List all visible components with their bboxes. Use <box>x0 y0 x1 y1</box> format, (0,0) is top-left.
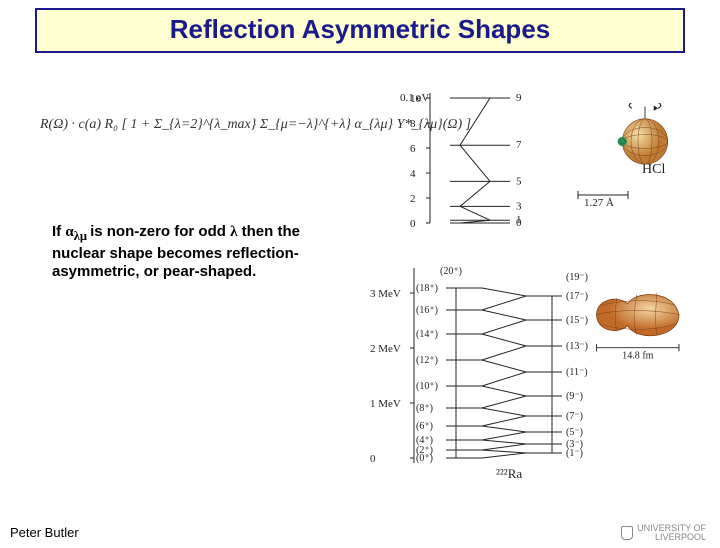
svg-text:7: 7 <box>516 139 522 151</box>
svg-text:(12⁺): (12⁺) <box>416 355 438 366</box>
svg-text:(14⁺): (14⁺) <box>416 329 438 340</box>
svg-text:(0⁺): (0⁺) <box>416 453 433 464</box>
svg-text:(7⁻): (7⁻) <box>566 411 583 422</box>
svg-text:0: 0 <box>410 218 416 230</box>
svg-text:(6⁺): (6⁺) <box>416 421 433 432</box>
svg-text:9: 9 <box>516 92 522 104</box>
svg-text:(11⁻): (11⁻) <box>566 367 588 378</box>
pear-shape: 14.8 fm <box>580 278 690 358</box>
svg-text:(20⁺): (20⁺) <box>440 266 462 277</box>
hcl-ev-label: 0.1 eV <box>400 92 429 104</box>
footer-affiliation: UNIVERSITY OF LIVERPOOL <box>621 524 706 542</box>
svg-text:(18⁺): (18⁺) <box>416 283 438 294</box>
footer-author: Peter Butler <box>10 525 79 540</box>
svg-text:8: 8 <box>410 118 416 130</box>
svg-text:1 MeV: 1 MeV <box>370 398 401 410</box>
crest-icon <box>621 526 633 540</box>
svg-text:(8⁺): (8⁺) <box>416 403 433 414</box>
svg-text:4: 4 <box>410 168 416 180</box>
caption-p2: is non-zero for odd <box>90 223 230 240</box>
alpha-symbol: α <box>65 224 73 240</box>
svg-text:(16⁺): (16⁺) <box>416 305 438 316</box>
svg-text:(10⁺): (10⁺) <box>416 381 438 392</box>
page-title: Reflection Asymmetric Shapes <box>37 14 683 45</box>
content-area: R(Ω) · c(a) R₀ [ 1 + Σ_{λ=2}^{λ_max} Σ_{… <box>0 53 720 493</box>
svg-text:6: 6 <box>410 143 416 155</box>
caption-text: If αλμ is non-zero for odd λ then the nu… <box>52 223 342 282</box>
svg-text:2: 2 <box>410 193 416 205</box>
svg-text:3: 3 <box>516 200 522 212</box>
svg-text:(5⁻): (5⁻) <box>566 427 583 438</box>
svg-text:(9⁻): (9⁻) <box>566 391 583 402</box>
hcl-sphere <box>610 103 680 173</box>
ra-isotope: ²²²Ra <box>496 466 522 481</box>
affiliation-text: UNIVERSITY OF LIVERPOOL <box>637 524 706 542</box>
title-bar: Reflection Asymmetric Shapes <box>35 8 685 53</box>
pear-dimension: 14.8 fm <box>622 351 654 361</box>
svg-text:(1⁻): (1⁻) <box>566 448 583 459</box>
svg-text:2 MeV: 2 MeV <box>370 343 401 355</box>
svg-text:3 MeV: 3 MeV <box>370 288 401 300</box>
svg-text:0: 0 <box>370 453 376 465</box>
svg-text:1: 1 <box>516 214 522 226</box>
hcl-dimension: 1.27 Å <box>584 197 614 209</box>
svg-text:5: 5 <box>516 175 522 187</box>
alpha-sub: λμ <box>74 229 90 243</box>
caption-p1: If <box>52 223 65 240</box>
